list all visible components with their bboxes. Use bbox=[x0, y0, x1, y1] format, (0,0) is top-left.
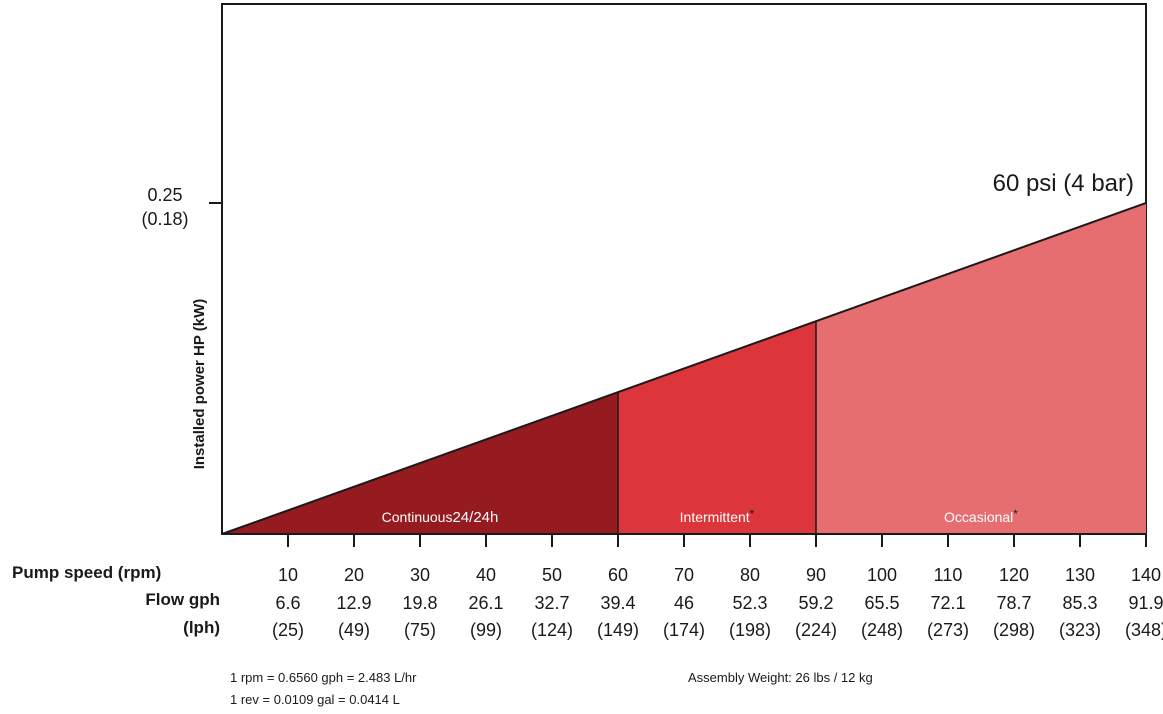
conversion-note-rev: 1 rev = 0.0109 gal = 0.0414 L bbox=[230, 692, 400, 707]
x-tick-rpm: 20 bbox=[344, 565, 364, 585]
x-tick-gph: 19.8 bbox=[402, 593, 437, 613]
x-tick-rpm: 120 bbox=[999, 565, 1029, 585]
x-tick-rpm: 130 bbox=[1065, 565, 1095, 585]
assembly-weight-note: Assembly Weight: 26 lbs / 12 kg bbox=[688, 670, 873, 685]
x-tick-rpm: 10 bbox=[278, 565, 298, 585]
x-tick-gph: 32.7 bbox=[534, 593, 569, 613]
x-tick-gph: 46 bbox=[674, 593, 694, 613]
x-tick-rpm: 140 bbox=[1131, 565, 1161, 585]
x-tick-gph: 85.3 bbox=[1062, 593, 1097, 613]
zone-occasional bbox=[816, 203, 1146, 534]
x-tick-gph: 91.9 bbox=[1128, 593, 1163, 613]
x-tick-gph: 59.2 bbox=[798, 593, 833, 613]
x-tick-gph: 39.4 bbox=[600, 593, 635, 613]
zone-label-intermittent: Intermittent* bbox=[680, 507, 755, 525]
x-tick-gph: 12.9 bbox=[336, 593, 371, 613]
x-tick-lph: (25) bbox=[272, 620, 304, 640]
x-tick-gph: 65.5 bbox=[864, 593, 899, 613]
x-tick-lph: (49) bbox=[338, 620, 370, 640]
x-tick-rpm: 80 bbox=[740, 565, 760, 585]
series-line-60psi bbox=[221, 202, 1147, 535]
x-tick-rpm: 110 bbox=[934, 565, 963, 585]
series-label: 60 psi (4 bar) bbox=[993, 170, 1134, 197]
x-tick-lph: (224) bbox=[795, 620, 837, 640]
x-tick-lph: (75) bbox=[404, 620, 436, 640]
x-tick-gph: 72.1 bbox=[930, 593, 965, 613]
x-tick-rpm: 30 bbox=[410, 565, 430, 585]
x-tick-rpm: 70 bbox=[674, 565, 694, 585]
y-axis-label: Installed power HP (kW) bbox=[191, 299, 208, 470]
x-tick-lph: (248) bbox=[861, 620, 903, 640]
x-tick-rpm: 60 bbox=[608, 565, 628, 585]
x-tick-gph: 52.3 bbox=[732, 593, 767, 613]
conversion-note-rpm: 1 rpm = 0.6560 gph = 2.483 L/hr bbox=[230, 670, 417, 685]
x-tick-lph: (348) bbox=[1125, 620, 1163, 640]
zone-label-continuous: Continuous24/24h bbox=[382, 509, 499, 526]
x-tick-lph: (149) bbox=[597, 620, 639, 640]
y-tick-label: 0.25 bbox=[147, 185, 182, 205]
flow-lph-row-label: (lph) bbox=[183, 618, 220, 637]
x-tick-lph: (273) bbox=[927, 620, 969, 640]
x-tick-lph: (323) bbox=[1059, 620, 1101, 640]
y-tick-sublabel: (0.18) bbox=[141, 209, 188, 229]
x-tick-gph: 6.6 bbox=[275, 593, 300, 613]
zone-intermittent bbox=[618, 321, 816, 534]
x-tick-lph: (99) bbox=[470, 620, 502, 640]
x-tick-lph: (198) bbox=[729, 620, 771, 640]
x-tick-gph: 26.1 bbox=[468, 593, 503, 613]
pump-speed-row-label: Pump speed (rpm) bbox=[12, 563, 162, 582]
x-tick-lph: (174) bbox=[663, 620, 705, 640]
x-tick-rpm: 90 bbox=[806, 565, 826, 585]
x-tick-lph: (124) bbox=[531, 620, 573, 640]
x-tick-rpm: 50 bbox=[542, 565, 562, 585]
x-tick-gph: 78.7 bbox=[996, 593, 1031, 613]
zone-label-occasional: Occasional* bbox=[944, 507, 1018, 525]
x-tick-rpm: 40 bbox=[476, 565, 496, 585]
flow-gph-row-label: Flow gph bbox=[145, 590, 220, 609]
x-tick-rpm: 100 bbox=[867, 565, 897, 585]
x-tick-lph: (298) bbox=[993, 620, 1035, 640]
